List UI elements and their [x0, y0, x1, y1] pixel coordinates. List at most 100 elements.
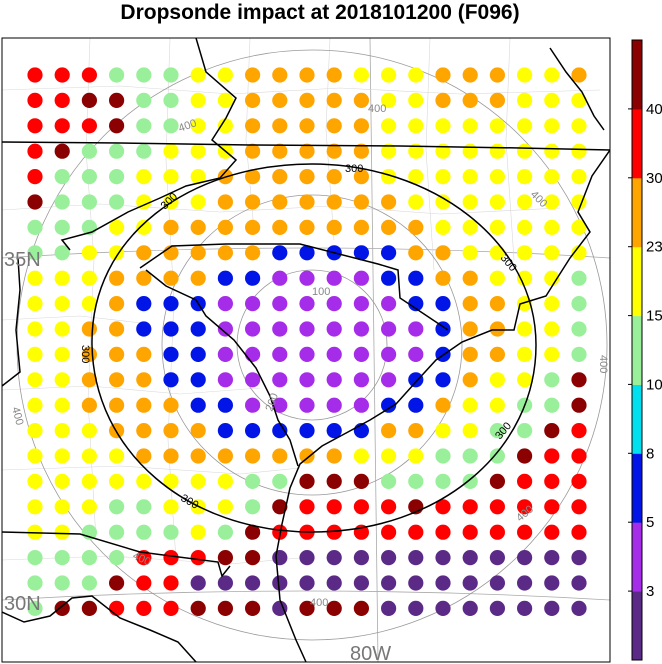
colorbar-swatch: [632, 591, 642, 661]
impact-dot: [544, 600, 560, 617]
impact-dot: [489, 550, 505, 566]
ga-fl-border: [2, 531, 231, 578]
impact-dot: [435, 67, 451, 83]
impact-dot: [217, 118, 233, 134]
impact-dot: [435, 397, 451, 413]
impact-dot: [571, 270, 587, 286]
impact-dot: [408, 448, 424, 464]
impact-dot: [27, 296, 43, 312]
impact-dot: [272, 550, 288, 566]
impact-dot: [489, 448, 505, 464]
impact-dot: [489, 473, 505, 489]
impact-dot: [353, 169, 369, 185]
impact-dot: [136, 296, 152, 312]
impact-dot: [353, 575, 369, 591]
chesapeake-coast: [549, 47, 605, 131]
colorbar-label: 3: [646, 583, 654, 600]
impact-dot: [489, 499, 505, 515]
impact-dot: [54, 194, 70, 210]
impact-dot: [272, 92, 288, 108]
impact-dot: [217, 499, 233, 515]
impact-dot: [136, 169, 152, 185]
impact-dot: [81, 372, 97, 388]
impact-dot: [109, 270, 125, 286]
impact-dot: [245, 575, 261, 591]
impact-dot: [462, 575, 478, 591]
impact-dot: [109, 550, 125, 566]
impact-dot: [462, 448, 478, 464]
impact-dot: [299, 600, 315, 617]
impact-dot: [326, 169, 342, 185]
impact-dot: [81, 575, 97, 591]
ring-label-200: 200: [264, 392, 282, 413]
impact-dot: [299, 118, 315, 134]
impact-dot: [217, 92, 233, 108]
impact-dot: [571, 575, 587, 591]
impact-dot: [517, 550, 533, 566]
state-border-north: [2, 141, 610, 151]
impact-dot: [27, 600, 43, 617]
impact-dot: [544, 346, 560, 362]
impact-dot: [245, 67, 261, 83]
impact-dot: [435, 219, 451, 235]
impact-dot: [462, 92, 478, 108]
impact-dot: [462, 143, 478, 159]
impact-dot: [245, 524, 261, 540]
impact-dot: [517, 67, 533, 83]
impact-dot: [489, 600, 505, 617]
impact-dot: [381, 372, 397, 388]
impact-dot: [245, 321, 261, 337]
impact-dot: [353, 67, 369, 83]
impact-dot: [109, 346, 125, 362]
impact-dot: [272, 372, 288, 388]
impact-dot: [81, 600, 97, 617]
impact-dot: [109, 296, 125, 312]
impact-dot: [299, 346, 315, 362]
ring-label-400: 400: [597, 355, 609, 373]
impact-dot: [381, 346, 397, 362]
impact-dot: [109, 143, 125, 159]
impact-dot: [54, 245, 70, 261]
impact-dot: [109, 372, 125, 388]
impact-dot: [272, 219, 288, 235]
impact-dot: [381, 219, 397, 235]
impact-dot: [163, 372, 179, 388]
impact-dot: [299, 245, 315, 261]
impact-dot: [54, 524, 70, 540]
impact-dot: [27, 372, 43, 388]
impact-dot: [109, 575, 125, 591]
impact-dot: [136, 346, 152, 362]
impact-dot: [326, 346, 342, 362]
impact-dot: [81, 423, 97, 439]
impact-dot: [27, 423, 43, 439]
impact-dot: [381, 499, 397, 515]
impact-dot: [81, 550, 97, 566]
impact-dot: [544, 397, 560, 413]
impact-dot: [435, 270, 451, 286]
ring-label-400: 400: [310, 597, 328, 609]
impact-dot: [489, 346, 505, 362]
impact-dot: [353, 600, 369, 617]
impact-dot: [571, 499, 587, 515]
impact-dot: [435, 169, 451, 185]
colorbar-label: 15: [646, 308, 662, 325]
impact-dot: [81, 118, 97, 134]
impact-dot: [353, 397, 369, 413]
impact-dot: [190, 245, 206, 261]
impact-dot: [299, 219, 315, 235]
impact-dot: [81, 473, 97, 489]
impact-dot: [571, 524, 587, 540]
impact-dot: [217, 245, 233, 261]
impact-dot: [408, 575, 424, 591]
impact-dot: [190, 448, 206, 464]
impact-dot: [54, 346, 70, 362]
impact-dot: [544, 143, 560, 159]
impact-dot: [517, 448, 533, 464]
impact-dot: [462, 194, 478, 210]
impact-dot: [54, 473, 70, 489]
impact-dot: [326, 397, 342, 413]
impact-dot: [462, 321, 478, 337]
impact-dot: [190, 270, 206, 286]
impact-dot: [489, 169, 505, 185]
impact-dot: [136, 499, 152, 515]
